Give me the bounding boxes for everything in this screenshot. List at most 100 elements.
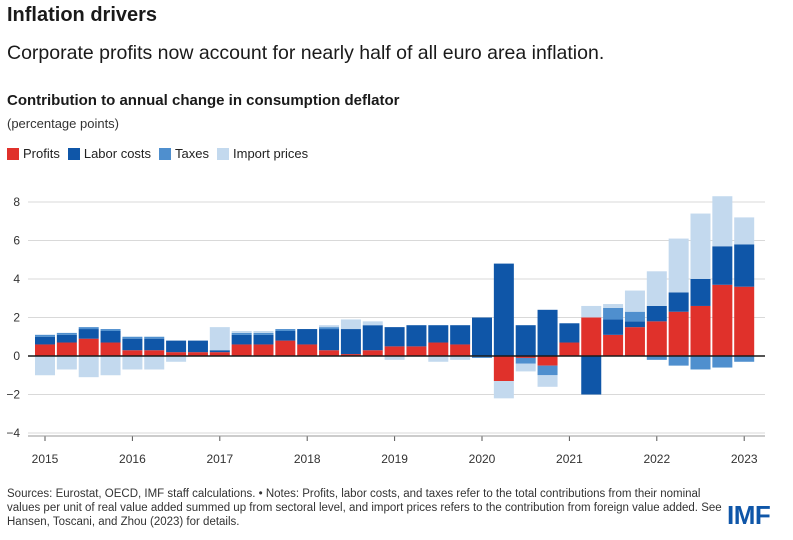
bar-profits-2021Q1	[559, 342, 580, 356]
bar-profits-2016Q1	[122, 350, 143, 356]
bar-taxes-2015Q2	[56, 332, 77, 335]
bar-profits-2022Q1	[646, 321, 667, 356]
bar-labor-costs-2017Q4	[275, 330, 296, 341]
bar-import-prices-2021Q2	[581, 305, 602, 318]
x-tick-label-2017: 2017	[206, 452, 233, 466]
bar-profits-2020Q3	[515, 356, 536, 358]
source-notes: Sources: Eurostat, OECD, IMF staff calcu…	[7, 488, 722, 528]
legend-item-import-prices: Import prices	[217, 146, 308, 161]
y-tick-label-2: 2	[13, 311, 20, 325]
bar-labor-costs-2019Q2	[406, 325, 427, 347]
bar-labor-costs-2018Q4	[362, 325, 383, 351]
bar-labor-costs-2020Q3	[515, 325, 536, 356]
bar-profits-2017Q2	[231, 344, 252, 356]
legend-label-import-prices: Import prices	[233, 146, 309, 161]
bar-labor-costs-2021Q1	[559, 323, 580, 343]
bar-labor-costs-2015Q4	[100, 330, 121, 343]
bar-import-prices-2023Q1	[734, 217, 755, 245]
legend-item-profits: Profits	[7, 146, 60, 161]
x-tick-label-2020: 2020	[469, 452, 496, 466]
bar-taxes-2017Q3	[253, 332, 274, 335]
x-tick-label-2015: 2015	[32, 452, 59, 466]
bar-labor-costs-2021Q4	[624, 321, 645, 328]
bar-taxes-2022Q3	[690, 356, 711, 370]
bar-taxes-2020Q1	[472, 356, 492, 358]
bar-labor-costs-2017Q3	[253, 334, 274, 345]
bar-profits-2018Q3	[340, 354, 361, 356]
bar-import-prices-2018Q3	[340, 319, 361, 330]
bar-import-prices-2018Q2	[319, 325, 340, 328]
bar-labor-costs-2016Q3	[166, 340, 187, 353]
bar-taxes-2022Q4	[712, 356, 733, 368]
bar-profits-2022Q3	[690, 305, 711, 356]
bar-import-prices-2019Q4	[450, 356, 471, 360]
bar-labor-costs-2017Q1	[209, 350, 230, 353]
bar-taxes-2021Q4	[624, 311, 645, 322]
chart-legend: Profits Labor costs Taxes Import prices	[7, 146, 316, 161]
bar-labor-costs-2021Q2	[581, 356, 602, 395]
bar-import-prices-2022Q4	[712, 196, 733, 247]
bar-taxes-2017Q2	[231, 332, 252, 335]
x-tick-label-2022: 2022	[643, 452, 670, 466]
bar-profits-2020Q2	[493, 356, 514, 382]
bar-labor-costs-2022Q3	[690, 279, 711, 306]
bar-profits-2023Q1	[734, 286, 755, 356]
bar-labor-costs-2022Q2	[668, 292, 689, 312]
y-tick-label-6: 6	[13, 234, 20, 248]
chart-units: (percentage points)	[7, 116, 120, 131]
bar-labor-costs-2022Q1	[646, 305, 667, 322]
x-tick-label-2021: 2021	[556, 452, 583, 466]
bar-profits-2018Q1	[297, 344, 318, 356]
bar-labor-costs-2021Q3	[603, 319, 624, 335]
legend-label-labor-costs: Labor costs	[83, 146, 152, 161]
bar-labor-costs-2015Q2	[56, 334, 77, 343]
bar-labor-costs-2020Q1	[472, 317, 492, 356]
bar-labor-costs-2019Q4	[450, 325, 471, 345]
bar-taxes-2022Q2	[668, 356, 689, 366]
bar-labor-costs-2017Q2	[231, 334, 252, 345]
bar-import-prices-2016Q2	[144, 356, 165, 370]
axes: −4 −2 0 2 4 6 8 2015 2016 2017 2018 2019 2020 2021 202…	[6, 195, 765, 466]
bar-import-prices-2022Q2	[668, 238, 689, 293]
legend-swatch-profits	[7, 147, 19, 160]
y-tick-label--2: −2	[6, 388, 20, 402]
bar-taxes-2017Q4	[275, 329, 296, 331]
bar-profits-2016Q2	[144, 350, 165, 356]
x-tick-label-2023: 2023	[731, 452, 758, 466]
bar-labor-costs-2016Q1	[122, 338, 143, 351]
legend-item-labor-costs: Labor costs	[67, 146, 152, 161]
bar-taxes-2022Q1	[646, 356, 667, 360]
bar-taxes-2015Q1	[35, 334, 55, 337]
bars	[35, 196, 755, 399]
bar-profits-2019Q2	[406, 346, 427, 356]
bar-labor-costs-2020Q2	[493, 263, 514, 356]
bar-profits-2015Q2	[56, 342, 77, 356]
bar-import-prices-2021Q3	[603, 304, 624, 308]
bar-labor-costs-2016Q2	[144, 338, 165, 351]
bar-profits-2021Q4	[624, 327, 645, 356]
bar-import-prices-2018Q4	[362, 321, 383, 326]
stacked-bar-chart: −4 −2 0 2 4 6 8 2015 2016 2017 2018 2019 2020 2021 202…	[6, 195, 765, 466]
page-title: Inflation drivers	[7, 4, 158, 26]
bar-profits-2015Q1	[35, 344, 55, 356]
x-tick-label-2018: 2018	[294, 452, 321, 466]
legend-label-taxes: Taxes	[175, 146, 210, 161]
bar-labor-costs-2019Q1	[384, 327, 405, 347]
bar-import-prices-2015Q1	[35, 356, 55, 376]
bar-import-prices-2019Q3	[428, 356, 449, 362]
legend-swatch-taxes	[159, 147, 172, 160]
y-tick-label--4: −4	[6, 426, 20, 440]
bar-profits-2019Q4	[450, 344, 471, 356]
bar-labor-costs-2015Q1	[35, 336, 55, 345]
x-tick-label-2016: 2016	[119, 452, 146, 466]
bar-import-prices-2015Q3	[78, 356, 99, 378]
bar-labor-costs-2023Q1	[734, 244, 755, 287]
imf-logo: IMF	[727, 500, 771, 530]
bar-import-prices-2015Q2	[56, 356, 77, 370]
y-tick-label-0: 0	[13, 349, 20, 363]
legend-label-profits: Profits	[23, 146, 60, 161]
bar-profits-2015Q4	[100, 342, 121, 356]
bar-profits-2017Q4	[275, 340, 296, 356]
bar-profits-2017Q3	[253, 344, 274, 356]
bar-import-prices-2016Q3	[166, 356, 187, 362]
